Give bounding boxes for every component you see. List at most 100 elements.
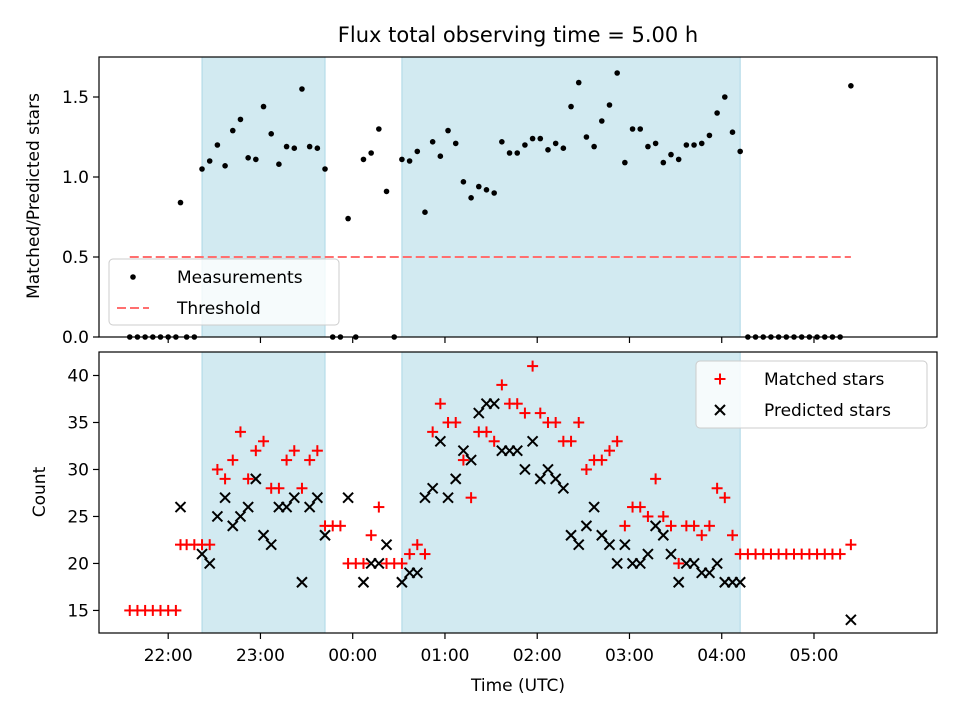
predicted-star-point <box>227 520 239 532</box>
predicted-star-point <box>845 614 857 626</box>
bottom-xtick-label: 05:00 <box>789 646 838 666</box>
predicted-star-point <box>442 491 454 504</box>
measurement-point <box>429 139 436 145</box>
measurement-point <box>637 126 644 132</box>
matched-star-point <box>419 548 431 560</box>
matched-star-point <box>650 473 662 485</box>
predicted-star-point <box>714 404 726 416</box>
matched-star-point <box>411 539 423 551</box>
predicted-star-point <box>542 463 554 476</box>
matched-star-point <box>242 473 254 485</box>
measurement-point <box>376 126 382 132</box>
predicted-star-point <box>603 538 616 551</box>
legend-label: Threshold <box>176 299 261 319</box>
matched-star-point <box>211 463 223 475</box>
predicted-star-point <box>219 491 231 504</box>
bottom-ytick-label: 25 <box>67 507 89 527</box>
bottom-axes-frame <box>98 351 938 634</box>
measurement-point <box>414 148 421 155</box>
matched-star-point <box>288 445 300 457</box>
measurement-point <box>460 179 467 185</box>
matched-star-point <box>457 454 469 466</box>
legend-box <box>108 258 340 326</box>
measurement-point <box>422 209 428 215</box>
y-axis-label-top: Matched/Predicted stars <box>24 93 44 299</box>
matched-star-point <box>234 426 246 438</box>
measurement-point <box>199 166 205 172</box>
bottom-xtick-label: 02:00 <box>513 646 562 666</box>
predicted-star-point <box>688 557 700 570</box>
predicted-star-point <box>319 529 331 541</box>
predicted-star-point <box>526 435 539 447</box>
matched-star-point <box>219 473 231 485</box>
predicted-star-point <box>250 473 262 485</box>
predicted-star-point <box>234 510 247 523</box>
measurement-point <box>283 143 290 150</box>
predicted-star-point <box>257 529 270 541</box>
measurement-point <box>245 155 251 161</box>
predicted-star-point <box>311 491 324 504</box>
measurement-point <box>729 129 736 135</box>
predicted-star-point <box>457 444 470 457</box>
measurement-point <box>652 140 659 147</box>
matched-star-point <box>688 520 700 532</box>
measurement-point <box>214 142 221 148</box>
legend-top: Measurements Threshold <box>108 258 340 326</box>
matched-star-point <box>304 454 316 466</box>
observing-window <box>401 56 741 338</box>
measurement-point <box>552 140 559 147</box>
predicted-star-point <box>519 463 531 476</box>
predicted-star-point <box>557 482 570 494</box>
measurement-point <box>668 151 674 158</box>
bottom-ytick-label: 15 <box>67 601 89 621</box>
measurement-point <box>722 94 728 100</box>
measurement-point <box>514 150 521 156</box>
matched-star-point <box>373 501 385 513</box>
predicted-star-point <box>242 501 254 513</box>
measurement-point <box>660 159 667 166</box>
measurement-point <box>452 140 459 147</box>
bottom-xtick-label: 00:00 <box>328 646 377 666</box>
measurement-point <box>276 161 282 167</box>
matched-star-point <box>427 426 439 438</box>
matched-star-point <box>711 482 723 494</box>
measurement-point <box>268 131 275 137</box>
matched-star-point <box>204 539 216 551</box>
measurement-point <box>237 116 244 123</box>
predicted-star-point <box>488 397 500 410</box>
matched-star-point <box>673 557 685 569</box>
legend-box <box>695 360 928 429</box>
predicted-star-point <box>580 520 593 532</box>
measurement-point <box>206 158 213 164</box>
bottom-ytick-label: 35 <box>67 413 89 433</box>
matched-star-point <box>488 435 500 447</box>
measurement-point <box>575 79 582 86</box>
predicted-star-point <box>611 557 623 570</box>
measurement-point <box>848 83 854 89</box>
legend-bottom: Matched stars Predicted stars <box>695 360 928 429</box>
top-ytick-label: 1.5 <box>62 88 89 108</box>
measurement-point <box>345 215 351 222</box>
matched-star-point <box>396 557 408 569</box>
bottom-xtick-label: 03:00 <box>605 646 654 666</box>
measurement-point <box>568 103 574 110</box>
matched-star-point <box>250 445 262 457</box>
matched-star-point <box>496 379 508 391</box>
top-ytick-label: 0.0 <box>62 328 89 348</box>
matched-star-point <box>726 529 738 541</box>
predicted-star-point <box>296 576 308 588</box>
measurement-point <box>629 126 636 132</box>
predicted-star-point <box>342 491 354 504</box>
bottom-ytick-label: 40 <box>67 366 89 386</box>
matched-star-point <box>657 510 669 522</box>
predicted-star-point <box>204 557 216 570</box>
predicted-star-point <box>703 567 716 579</box>
measurement-point <box>322 166 328 172</box>
measurement-point <box>714 110 720 116</box>
predicted-star-point <box>642 548 654 560</box>
predicted-star-point <box>380 538 393 551</box>
matched-star-point <box>534 407 546 419</box>
matched-star-point <box>603 445 615 457</box>
matched-star-point <box>281 454 293 466</box>
predicted-star-point <box>649 520 662 532</box>
